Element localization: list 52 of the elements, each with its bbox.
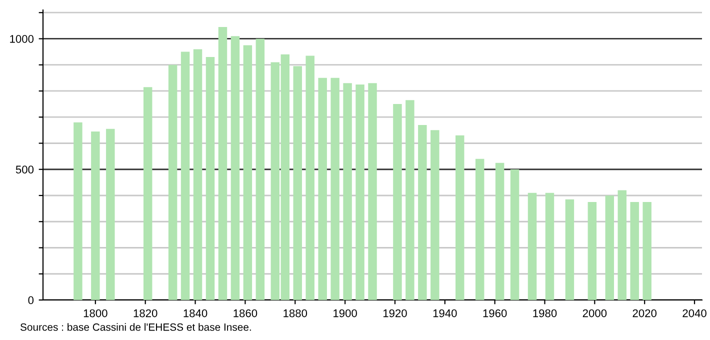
bar <box>306 56 314 300</box>
x-tick-label: 1840 <box>184 309 208 318</box>
bar <box>475 158 484 300</box>
y-tick-label: 1000 <box>10 35 34 43</box>
x-tick-label: 1920 <box>383 309 407 318</box>
x-tick-label: 2020 <box>632 309 657 318</box>
y-tick-label: 0 <box>28 296 34 304</box>
bar <box>74 122 82 300</box>
bar <box>618 190 626 300</box>
bar <box>430 130 440 300</box>
bar <box>230 36 240 300</box>
bar <box>218 26 228 300</box>
bar <box>193 49 202 300</box>
bar <box>630 202 639 300</box>
bar <box>393 104 402 300</box>
x-tick-label: 1900 <box>334 309 357 318</box>
x-tick-label: 2040 <box>682 309 706 318</box>
bar <box>456 135 464 300</box>
bar <box>418 124 427 300</box>
x-tick-label: 1980 <box>533 309 557 318</box>
bar <box>565 199 574 300</box>
bar <box>545 192 554 300</box>
x-tick-label: 1960 <box>483 309 507 318</box>
x-tick-label: 1880 <box>284 309 308 318</box>
bar <box>406 100 414 300</box>
bar <box>243 45 252 300</box>
y-tick-label: 500 <box>16 166 34 174</box>
bar <box>330 78 340 300</box>
bar <box>528 192 537 300</box>
bar <box>343 83 352 300</box>
x-tick-label: 2000 <box>582 309 607 318</box>
bar <box>356 84 364 300</box>
bar <box>368 83 377 300</box>
bar <box>143 87 152 300</box>
bar <box>206 57 215 300</box>
source-note: Sources : base Cassini de l'EHESS et base Insee. <box>20 323 251 331</box>
bar <box>168 64 178 300</box>
bar <box>180 52 190 300</box>
bar <box>605 195 614 300</box>
bar <box>588 202 597 300</box>
bar <box>510 169 520 300</box>
x-tick-label: 1820 <box>134 309 158 318</box>
bar <box>293 66 302 300</box>
bar <box>318 78 327 300</box>
bar <box>91 131 100 300</box>
x-tick-label: 1860 <box>234 309 258 318</box>
x-tick-label: 1940 <box>433 309 457 318</box>
bar <box>642 202 652 300</box>
bar <box>256 38 265 300</box>
bar <box>495 162 504 300</box>
bar <box>106 128 115 300</box>
x-tick-label: 1800 <box>84 309 108 318</box>
